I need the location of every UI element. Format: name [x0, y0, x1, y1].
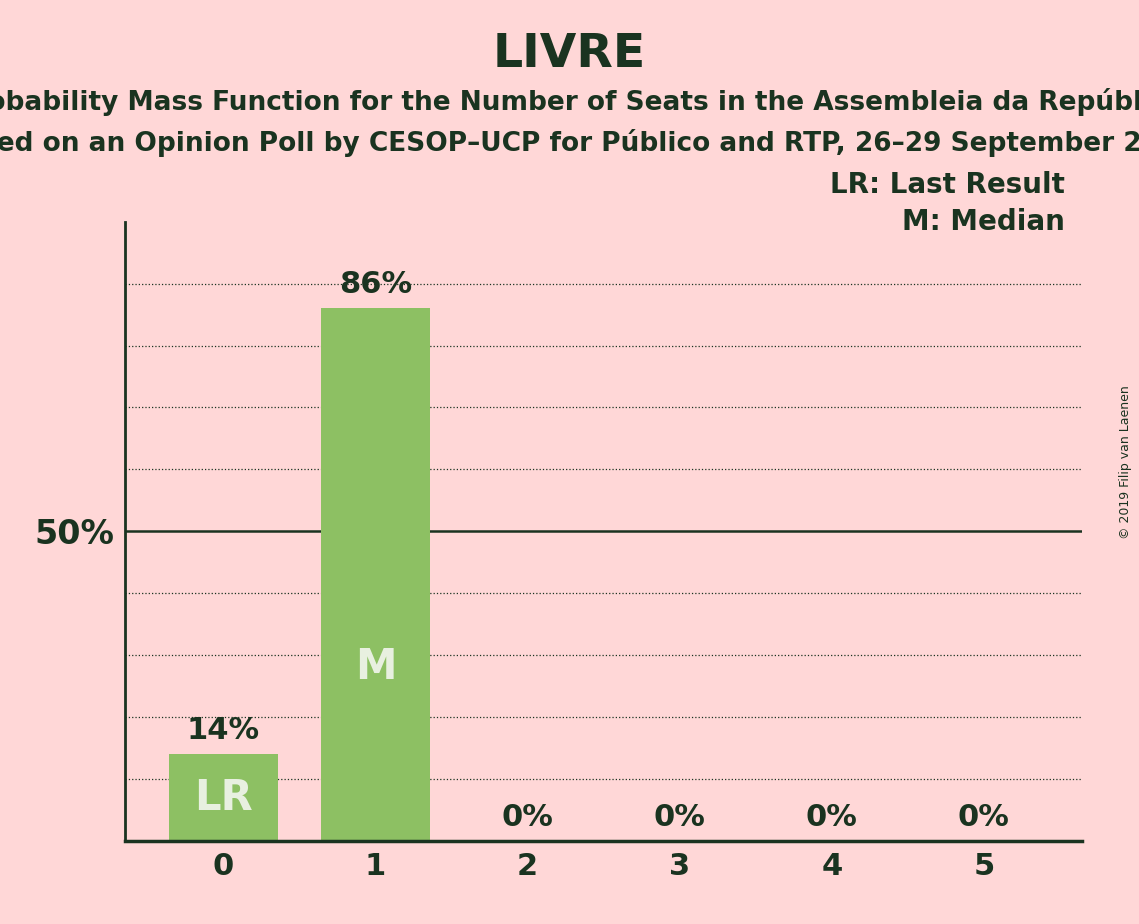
Bar	[321, 309, 431, 841]
Text: LR: LR	[194, 776, 253, 819]
Text: 0%: 0%	[654, 803, 706, 832]
Text: 0%: 0%	[805, 803, 858, 832]
Bar	[169, 754, 278, 841]
Text: 14%: 14%	[187, 716, 260, 745]
Text: 0%: 0%	[958, 803, 1010, 832]
Text: Probability Mass Function for the Number of Seats in the Assembleia da República: Probability Mass Function for the Number…	[0, 88, 1139, 116]
Text: M: Median: M: Median	[902, 208, 1065, 236]
Text: LR: Last Result: LR: Last Result	[830, 171, 1065, 199]
Text: LIVRE: LIVRE	[493, 32, 646, 78]
Text: © 2019 Filip van Laenen: © 2019 Filip van Laenen	[1118, 385, 1132, 539]
Text: 0%: 0%	[501, 803, 554, 832]
Text: Based on an Opinion Poll by CESOP–UCP for Público and RTP, 26–29 September 2019: Based on an Opinion Poll by CESOP–UCP fo…	[0, 129, 1139, 157]
Text: M: M	[355, 647, 396, 688]
Text: 86%: 86%	[339, 270, 412, 299]
